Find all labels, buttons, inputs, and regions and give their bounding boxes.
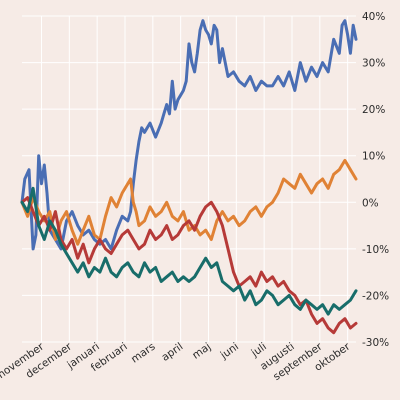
x-tick-label: mars xyxy=(129,341,158,366)
series-line-4 xyxy=(20,186,358,316)
x-tick-label: juni xyxy=(218,341,241,362)
x-tick-label: april xyxy=(159,341,185,364)
y-tick-label: 0% xyxy=(362,197,379,209)
y-tick-label: -30% xyxy=(362,337,389,349)
y-axis: -30% -20% -10% 0% 10% 20% 30% 40% xyxy=(362,11,389,349)
y-tick-label: 20% xyxy=(362,104,385,116)
series-line-2 xyxy=(20,158,358,246)
x-tick-label: maj xyxy=(190,341,213,362)
y-tick-label: 30% xyxy=(362,58,385,70)
y-tick-label: 10% xyxy=(362,151,385,163)
series-line-3 xyxy=(20,196,358,335)
y-tick-label: -10% xyxy=(362,244,389,256)
y-tick-label: 40% xyxy=(362,11,385,23)
y-tick-label: -20% xyxy=(362,290,389,302)
series-line-1 xyxy=(20,19,358,251)
series-lines xyxy=(20,19,358,335)
grid-lines xyxy=(22,15,356,343)
